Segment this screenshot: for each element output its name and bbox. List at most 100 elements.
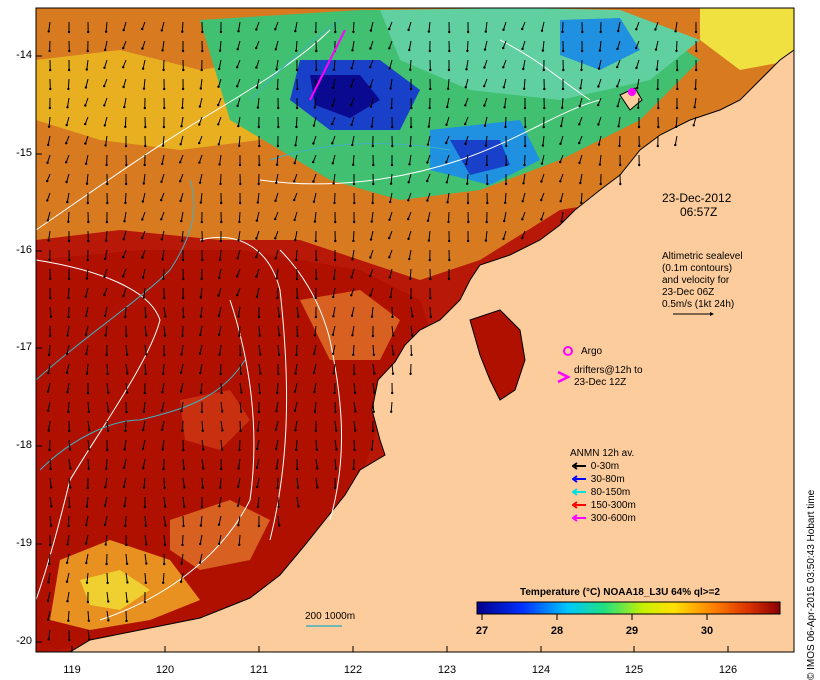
x-tick-label: 121 (249, 664, 269, 676)
velocity-arrow (485, 21, 488, 32)
velocity-arrow (220, 439, 223, 450)
velocity-arrow-head (295, 277, 299, 281)
velocity-arrow-head (350, 85, 353, 88)
velocity-arrow (484, 40, 488, 50)
velocity-arrow (125, 553, 128, 564)
velocity-arrow (332, 97, 336, 106)
velocity-arrow-head (258, 163, 261, 167)
velocity-arrow-head (143, 106, 146, 110)
velocity-arrow-head (597, 123, 600, 126)
velocity-arrow-head (87, 220, 90, 224)
colorbar-tick-label: 28 (550, 625, 564, 637)
velocity-arrow-head (46, 199, 49, 202)
colorbar-title: Temperature (°C) NOAA18_L3U 64% ql>=2 (520, 587, 720, 598)
velocity-arrow-head (580, 68, 583, 72)
velocity-arrow (104, 515, 108, 525)
velocity-arrow-head (446, 105, 449, 109)
velocity-arrow-head (354, 410, 357, 413)
velocity-arrow-head (163, 334, 167, 337)
velocity-arrow-head (123, 505, 126, 508)
velocity-arrow (277, 287, 279, 298)
velocity-arrow (258, 363, 261, 374)
velocity-arrow-head (105, 353, 108, 357)
velocity-arrow-head (559, 180, 562, 183)
velocity-arrow (85, 306, 89, 316)
velocity-arrow-head (274, 447, 278, 450)
velocity-arrow-head (315, 277, 318, 281)
altimetry-note-line: 23-Dec 06Z (662, 287, 715, 298)
velocity-arrow-head (408, 48, 411, 52)
velocity-arrow-head (201, 258, 204, 262)
velocity-arrow (522, 59, 526, 70)
velocity-arrow (86, 496, 89, 507)
velocity-arrow-head (144, 581, 147, 584)
velocity-arrow (105, 21, 108, 32)
velocity-arrow (160, 192, 165, 201)
velocity-arrow-head (68, 505, 71, 509)
velocity-arrow (333, 173, 336, 184)
velocity-arrow (182, 477, 185, 488)
velocity-arrow-head (66, 543, 69, 546)
velocity-arrow-head (504, 125, 507, 129)
velocity-arrow (466, 173, 469, 184)
velocity-arrow (66, 192, 70, 203)
colorbar (476, 601, 781, 615)
velocity-arrow-head (312, 371, 316, 374)
velocity-arrow-head (445, 181, 448, 184)
velocity-arrow-head (524, 125, 527, 129)
velocity-arrow-head (313, 390, 316, 394)
velocity-arrow (239, 382, 242, 393)
velocity-arrow (182, 306, 184, 317)
velocity-arrow (388, 230, 393, 239)
velocity-arrow-head (67, 220, 70, 223)
velocity-arrow-head (502, 66, 505, 69)
velocity-arrow (619, 135, 621, 146)
velocity-arrow-head (86, 391, 90, 395)
velocity-arrow (598, 59, 602, 69)
velocity-arrow (258, 344, 261, 355)
velocity-arrow-head (66, 600, 69, 603)
velocity-arrow (67, 287, 70, 298)
velocity-arrow (182, 458, 185, 469)
velocity-arrow-head (297, 505, 300, 508)
velocity-arrow-head (104, 543, 107, 546)
velocity-arrow (275, 439, 279, 449)
velocity-arrow-head (350, 67, 353, 70)
velocity-arrow-head (217, 123, 220, 126)
velocity-arrow-head (86, 600, 90, 604)
velocity-arrow-head (409, 144, 412, 148)
velocity-arrow (369, 59, 374, 68)
velocity-arrow-head (123, 105, 126, 109)
velocity-arrow (504, 192, 507, 203)
velocity-arrow (220, 420, 223, 431)
velocity-arrow-head (85, 68, 89, 71)
velocity-arrow-head (106, 372, 109, 376)
velocity-arrow-head (369, 85, 372, 88)
velocity-arrow-head (126, 581, 129, 584)
velocity-arrow-head (353, 372, 356, 376)
velocity-arrow-head (485, 220, 488, 224)
velocity-arrow (49, 458, 52, 469)
velocity-arrow-head (181, 334, 184, 338)
velocity-arrow (143, 78, 146, 89)
velocity-arrow-head (447, 220, 450, 224)
sealevel-contours (35, 29, 601, 621)
velocity-arrow-head (694, 30, 698, 34)
velocity-arrow-head (616, 85, 619, 88)
velocity-arrow (334, 192, 336, 203)
velocity-arrow-head (656, 144, 659, 148)
velocity-arrow-head (144, 315, 147, 318)
velocity-arrow-head (407, 237, 410, 241)
velocity-arrow-head (48, 562, 51, 565)
velocity-arrow-head (276, 486, 279, 490)
y-tick-label: -15 (16, 147, 32, 159)
velocity-arrow-head (446, 201, 449, 204)
velocity-arrow-head (141, 67, 145, 70)
velocity-arrow-head (49, 543, 52, 547)
velocity-arrow-head (201, 429, 204, 432)
altimetry-note-line: (0.1m contours) (662, 263, 733, 274)
velocity-arrow (296, 306, 299, 317)
velocity-arrow-head (486, 182, 489, 186)
velocity-arrow (105, 458, 108, 469)
velocity-arrow-head (523, 87, 526, 91)
